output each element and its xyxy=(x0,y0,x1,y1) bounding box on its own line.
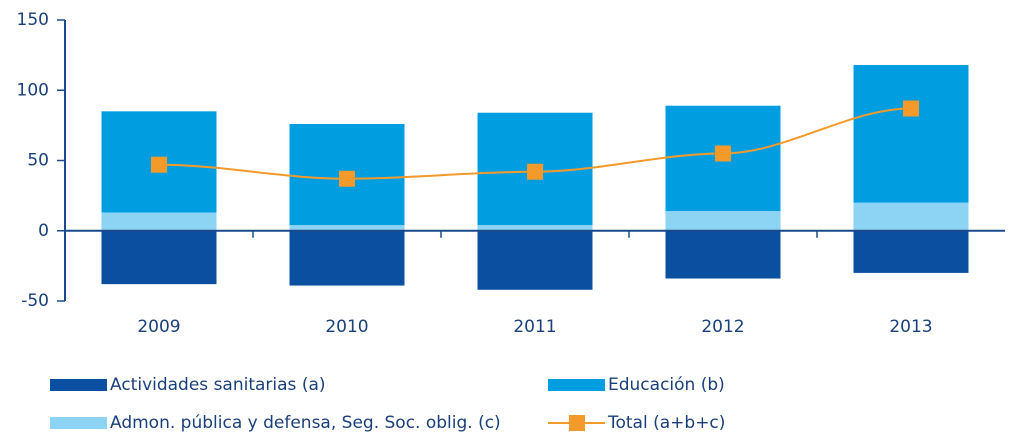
legend-label: Educación (b) xyxy=(608,375,725,395)
y-tick-label: 50 xyxy=(27,151,49,171)
y-tick-label: 150 xyxy=(17,10,49,30)
legend-swatch xyxy=(548,379,605,391)
y-tick-label: 100 xyxy=(17,80,49,100)
x-tick-label: 2010 xyxy=(325,317,368,337)
bar xyxy=(853,230,969,273)
bar xyxy=(477,225,593,231)
bar xyxy=(665,230,781,279)
x-tick-label: 2012 xyxy=(701,317,744,337)
bar xyxy=(289,225,405,231)
y-tick-label: 0 xyxy=(38,221,49,241)
bar xyxy=(665,211,781,231)
legend-swatch xyxy=(50,379,107,391)
total-marker xyxy=(339,170,355,187)
bar xyxy=(101,212,217,231)
total-marker xyxy=(715,145,731,162)
legend-label: Actividades sanitarias (a) xyxy=(110,375,326,395)
total-marker xyxy=(151,156,167,173)
total-marker xyxy=(903,100,919,117)
legend-swatch xyxy=(569,415,585,431)
y-tick-label: -50 xyxy=(21,291,49,311)
bar xyxy=(853,64,969,203)
legend-swatch xyxy=(50,417,107,429)
bar xyxy=(853,202,969,231)
total-marker xyxy=(527,163,543,180)
bar xyxy=(477,230,593,290)
x-tick-label: 2011 xyxy=(513,317,556,337)
bar xyxy=(289,230,405,286)
x-tick-label: 2013 xyxy=(889,317,932,337)
bar xyxy=(101,230,217,285)
x-tick-label: 2009 xyxy=(137,317,180,337)
legend-label: Total (a+b+c) xyxy=(607,413,725,433)
legend-label: Admon. pública y defensa, Seg. Soc. obli… xyxy=(110,413,501,433)
